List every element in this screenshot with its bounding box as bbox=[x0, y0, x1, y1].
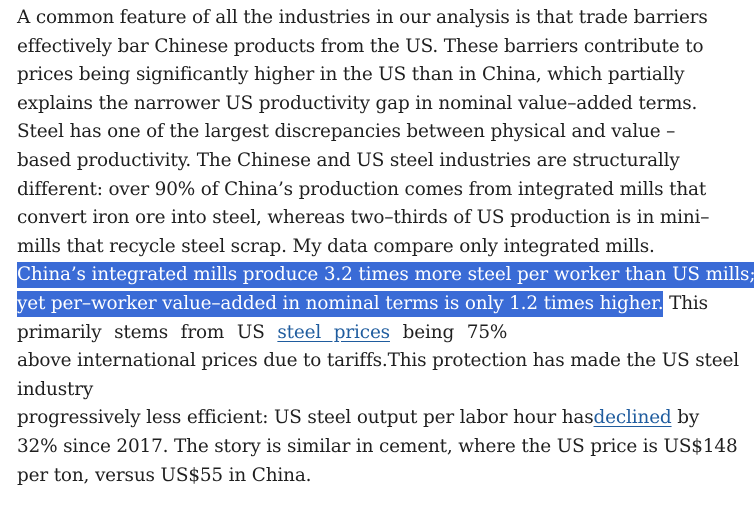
text-selection-highlight[interactable]: China’s integrated mills produce 3.2 tim… bbox=[17, 262, 754, 289]
text-line: A common feature of all the industries i… bbox=[17, 7, 708, 28]
text-line: convert iron ore into steel, whereas two… bbox=[17, 207, 710, 229]
text-line: 32% since 2017. The story is similar in … bbox=[17, 435, 738, 457]
text-line: explains the narrower US productivity ga… bbox=[17, 92, 698, 114]
text-fragment: being 75% bbox=[389, 321, 508, 343]
text-line: industry bbox=[17, 378, 94, 400]
text-selection-highlight[interactable]: yet per–worker value–added in nominal te… bbox=[17, 290, 664, 317]
text-line: per ton, versus US$55 in China. bbox=[17, 464, 312, 486]
text-line: above international prices due to tariff… bbox=[17, 350, 739, 372]
text-line: based productivity. The Chinese and US s… bbox=[17, 149, 680, 171]
article-paragraph: A common feature of all the industries i… bbox=[17, 4, 754, 490]
text-fragment: by bbox=[671, 407, 700, 429]
text-line: Steel has one of the largest discrepanci… bbox=[17, 121, 676, 143]
text-line: mills that recycle steel scrap. My data … bbox=[17, 235, 655, 257]
text-line: progressively less efficient: US steel o… bbox=[17, 404, 747, 433]
steel-prices-link[interactable]: steel prices bbox=[277, 321, 390, 343]
declined-link[interactable]: declined bbox=[593, 407, 672, 429]
text-line: effectively bar Chinese products from th… bbox=[17, 35, 704, 57]
text-line: primarily stems from US steel prices bei… bbox=[17, 319, 747, 348]
text-line: different: over 90% of China’s productio… bbox=[17, 178, 707, 200]
highlighted-line[interactable]: China’s integrated mills produce 3.2 tim… bbox=[17, 261, 754, 290]
text-fragment: progressively less efficient: US steel o… bbox=[17, 407, 594, 429]
text-fragment: primarily stems from US bbox=[17, 321, 278, 343]
text-fragment: This bbox=[663, 292, 708, 314]
highlighted-line[interactable]: yet per–worker value–added in nominal te… bbox=[17, 290, 747, 319]
text-line: prices being significantly higher in the… bbox=[17, 64, 685, 86]
